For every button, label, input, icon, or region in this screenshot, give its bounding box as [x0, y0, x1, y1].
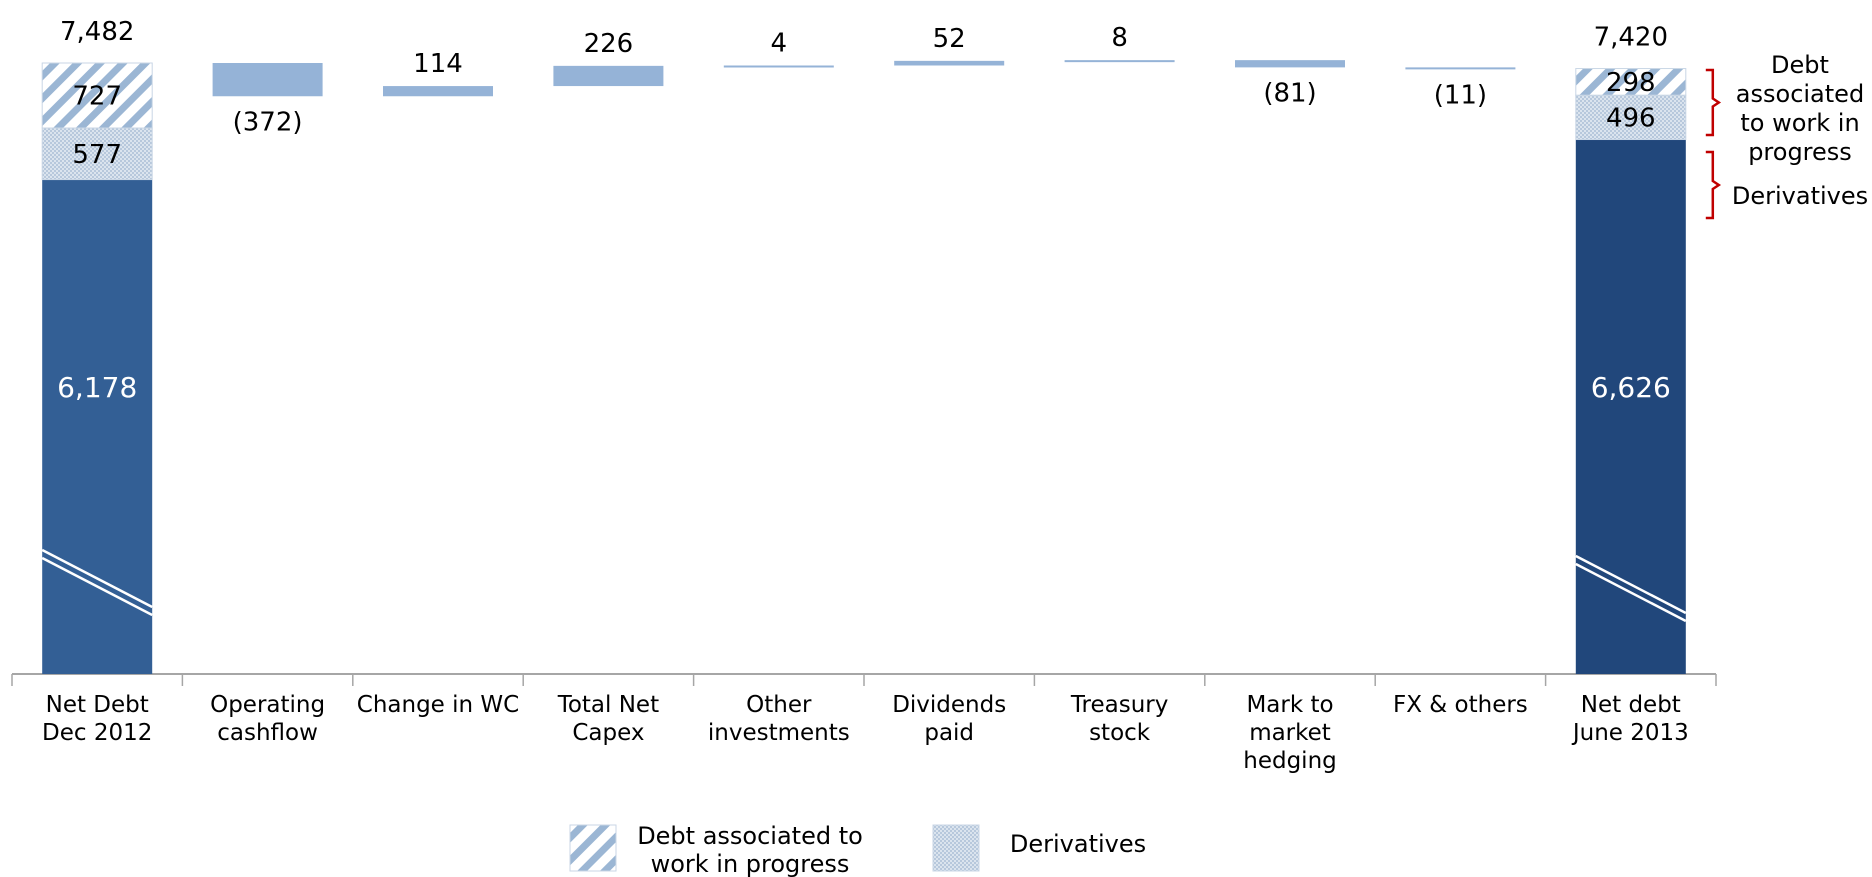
legend: Debt associated to work in progress Deriva…: [569, 822, 1146, 877]
category-label-line: FX & others: [1393, 692, 1528, 718]
category-label-line: cashflow: [217, 720, 318, 746]
wip-legend-label-line: Debt associated to: [637, 822, 863, 850]
wip-annotation-bracket: [1705, 68, 1722, 137]
total-label: 7,420: [1594, 23, 1668, 53]
change-value-label: (372): [233, 107, 303, 137]
deriv-legend-label-line: Derivatives: [1010, 830, 1146, 858]
change-bar: [894, 60, 1005, 66]
change-bar: [1405, 67, 1516, 70]
category-label-line: Treasury: [1070, 692, 1169, 718]
wip-annotation-label-line: Debt: [1771, 51, 1829, 79]
category-label-line: Operating: [210, 692, 325, 718]
wip-annotation-label: Debt associated to work in progress: [1736, 51, 1864, 166]
category-label-line: Change in WC: [357, 692, 519, 718]
net-debt-label: 6,178: [57, 371, 137, 404]
change-value-label: 52: [933, 24, 966, 54]
change-value-label: 8: [1111, 23, 1128, 53]
wip-debt-segment: [41, 62, 153, 129]
derivatives-annotation-label: Derivatives: [1732, 182, 1868, 210]
derivatives-segment: [1575, 94, 1687, 141]
derivatives-label: 577: [72, 140, 122, 170]
wip-debt-segment: [1575, 68, 1687, 96]
change-bar: [212, 63, 323, 97]
category-label: Other investments: [708, 692, 850, 746]
derivatives-segment: [41, 127, 153, 181]
wip-annotation-label-line: associated: [1736, 80, 1864, 108]
category-label-line: Total Net: [557, 692, 659, 718]
category-label-line: investments: [708, 720, 850, 746]
wip-debt-label: 727: [72, 81, 122, 111]
deriv-legend-label: Derivatives: [1010, 830, 1146, 858]
wip-annotation-label-line: progress: [1748, 138, 1852, 166]
axis-break-mark: [1575, 562, 1687, 623]
change-value-label: 226: [584, 29, 634, 59]
category-label: Mark to market hedging: [1243, 692, 1337, 774]
axis-break-mark: [41, 556, 153, 617]
annotation-group: Debt associated to work in progress Derivati…: [1705, 51, 1868, 220]
plot-area: 6,178 577 727 7,482 (372) 114 226 4 52 8 (81) (11) 6…: [11, 17, 1717, 774]
category-label: Total Net Capex: [557, 692, 659, 746]
deriv-legend-swatch: [932, 824, 980, 872]
category-label-line: June 2013: [1571, 720, 1689, 746]
change-value-label: (11): [1434, 80, 1487, 110]
change-bar: [1235, 60, 1345, 68]
wip-legend-label-line: work in progress: [651, 850, 850, 877]
category-label-line: market: [1249, 720, 1331, 746]
category-label: Treasury stock: [1070, 692, 1169, 746]
category-label: FX & others: [1393, 692, 1528, 718]
category-label-line: Net Debt: [46, 692, 149, 718]
axis-break-mark: [1575, 554, 1687, 615]
category-label-line: Capex: [572, 720, 644, 746]
category-label: Net Debt Dec 2012: [42, 692, 152, 746]
derivatives-label: 496: [1606, 103, 1656, 133]
wip-legend-swatch: [569, 824, 617, 872]
category-label: Net debt June 2013: [1571, 692, 1689, 746]
change-value-label: (81): [1263, 78, 1316, 108]
category-label-line: hedging: [1243, 748, 1337, 774]
change-bar: [383, 86, 493, 97]
category-label-line: Mark to: [1246, 692, 1333, 718]
wip-annotation-label-line: to work in: [1740, 109, 1859, 137]
net-debt-segment: [42, 179, 153, 674]
derivatives-annotation-label-line: Derivatives: [1732, 182, 1868, 210]
wip-legend-label: Debt associated to work in progress: [637, 822, 863, 877]
category-label-line: Net debt: [1581, 692, 1681, 718]
category-label-line: stock: [1089, 720, 1151, 746]
change-bar: [723, 65, 834, 68]
category-label-line: Dividends: [892, 692, 1006, 718]
axis-break-mark: [41, 548, 153, 609]
category-label-line: Other: [746, 692, 812, 718]
wip-debt-label: 298: [1606, 68, 1656, 98]
category-label-line: paid: [924, 720, 974, 746]
change-bar: [553, 65, 664, 87]
category-label: Operating cashflow: [210, 692, 325, 746]
net-debt-label: 6,626: [1591, 371, 1671, 404]
category-label-line: Dec 2012: [42, 720, 152, 746]
category-label: Change in WC: [357, 692, 519, 718]
total-label: 7,482: [60, 17, 134, 47]
category-label: Dividends paid: [892, 692, 1006, 746]
derivatives-annotation-bracket: [1705, 150, 1722, 220]
change-value-label: 114: [413, 49, 463, 79]
change-bar: [1064, 60, 1175, 63]
change-value-label: 4: [771, 29, 788, 59]
